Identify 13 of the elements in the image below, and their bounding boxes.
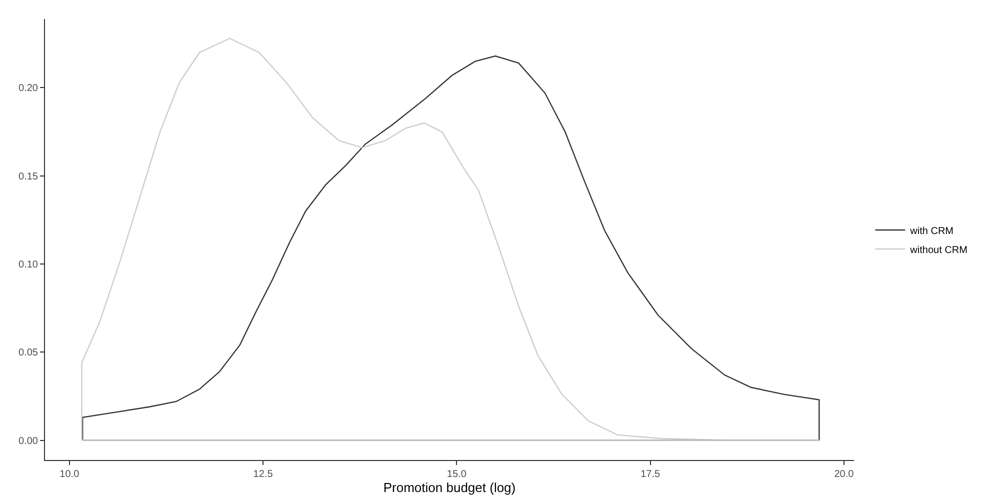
x-tick-label: 20.0 bbox=[834, 469, 854, 480]
legend-label: without CRM bbox=[909, 244, 968, 256]
y-tick-label: 0.00 bbox=[18, 436, 38, 447]
y-tick-label: 0.10 bbox=[18, 260, 38, 270]
y-tick-label: 0.15 bbox=[18, 171, 38, 182]
x-tick-label: 15.0 bbox=[446, 469, 467, 480]
x-tick-label: 17.5 bbox=[640, 469, 660, 480]
y-tick-label: 0.20 bbox=[18, 83, 38, 94]
x-tick-label: 10.0 bbox=[60, 469, 80, 480]
y-tick-label: 0.05 bbox=[18, 348, 38, 359]
x-axis-title: Promotion budget (log) bbox=[383, 480, 516, 495]
legend-label: with CRM bbox=[909, 226, 954, 237]
x-tick-label: 12.5 bbox=[253, 469, 274, 480]
